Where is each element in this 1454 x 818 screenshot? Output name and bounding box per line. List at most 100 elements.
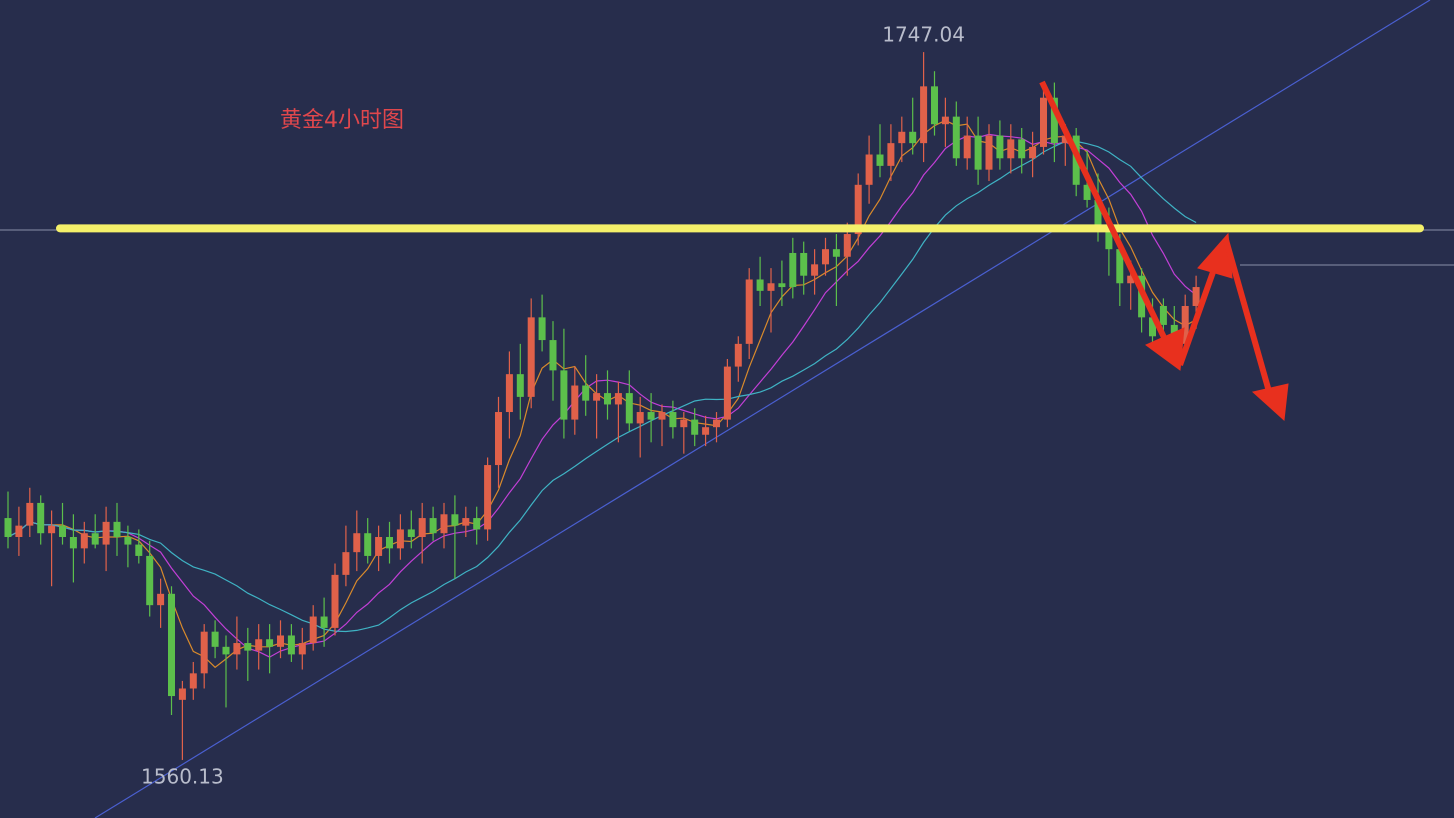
candle-body [353,533,361,553]
chart-title: 黄金4小时图 [280,108,404,133]
low-label: 1560.13 [141,764,224,788]
arrow-shaft [1177,256,1221,367]
candle-body [113,521,121,538]
candle-body [298,643,306,655]
candle-body [691,419,699,435]
candle-body [713,419,720,428]
candle-body [146,555,154,606]
candle-body [59,525,66,538]
candle-body [407,529,415,538]
candle-body [767,283,775,291]
candle-body [604,393,611,405]
arrow-head [1251,383,1289,422]
arrow-shaft [1223,239,1273,396]
candle-body [462,518,470,526]
candle-body [1007,139,1015,159]
candle-body [822,249,829,265]
candle-body [495,412,502,466]
candle-body [680,419,688,428]
candle-body [1083,184,1091,200]
arrow-head [1145,327,1185,371]
candle-body [800,252,808,276]
candle-body [571,385,579,420]
candle-body [560,370,568,420]
candle-body [898,131,906,144]
candle-body [135,544,143,556]
candle-body [222,646,230,655]
candle-body [909,131,917,144]
candle-body [189,673,197,689]
candle-body [647,412,655,420]
trend-line [94,0,1431,818]
candle-body [473,518,481,530]
candle-body [778,283,786,288]
candle-body [1105,226,1113,250]
candle-body [4,518,12,538]
candle-body [287,635,295,655]
candle-body [124,537,132,545]
candle-body [429,518,437,534]
candle-body [702,427,710,435]
candle-body [320,616,328,628]
candle-body [876,154,884,166]
candle-body [1050,97,1058,144]
candle-body [789,252,797,288]
candle-body [636,412,644,424]
candle-body [309,616,317,644]
candle-body [723,366,731,420]
candle-body [996,135,1004,159]
arrow-shaft [1039,80,1173,352]
candle-body [734,343,742,367]
candle-body [331,574,339,628]
candle-body [342,552,350,575]
candle-body [505,374,513,413]
candle-body [974,135,982,170]
candle-body [1061,135,1069,144]
moving-average [7,140,1197,633]
candle-body [102,521,110,545]
candle-body [941,116,949,125]
candle-body [963,135,971,159]
candle-body [244,643,252,651]
candle-body [745,279,753,344]
candle-body [538,317,546,341]
candle-body [527,317,535,397]
arrows [1039,80,1289,422]
candle-body [1192,287,1200,306]
candle-body [255,639,263,651]
candle-body [865,154,873,185]
candle-body [756,279,764,291]
candle-body [625,393,633,424]
candle-body [669,412,677,428]
candle-body [451,514,459,526]
candle-body [440,514,448,534]
candle-body [582,385,590,401]
candle-body [614,393,622,405]
candle-body [200,631,208,674]
candle-body [920,86,928,144]
candle-body [211,631,219,647]
candle-body [1127,275,1135,284]
candle-body [854,184,862,235]
candle-body [1181,305,1189,344]
candle-body [168,593,175,697]
candle-body [277,635,284,647]
candle-body [952,116,960,159]
candle-body [811,264,819,276]
candle-body [69,537,77,549]
candle-body [157,593,165,606]
candle-body [80,533,88,549]
candle-body [48,525,56,534]
candle-body [1149,317,1156,337]
candle-body [266,639,274,647]
candle-body [1159,305,1167,325]
candle-body [418,518,426,538]
candle-body [985,135,993,170]
candle-body [396,529,404,549]
high-label: 1747.04 [882,23,965,47]
candle-body [91,533,99,545]
candle-body [37,502,45,534]
candle-body [233,643,241,655]
